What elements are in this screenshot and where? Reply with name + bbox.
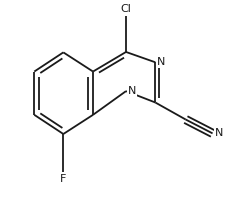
Text: N: N [128,86,136,96]
Text: Cl: Cl [120,4,132,14]
Text: N: N [215,128,223,138]
Text: F: F [60,174,67,184]
Text: N: N [157,57,166,67]
